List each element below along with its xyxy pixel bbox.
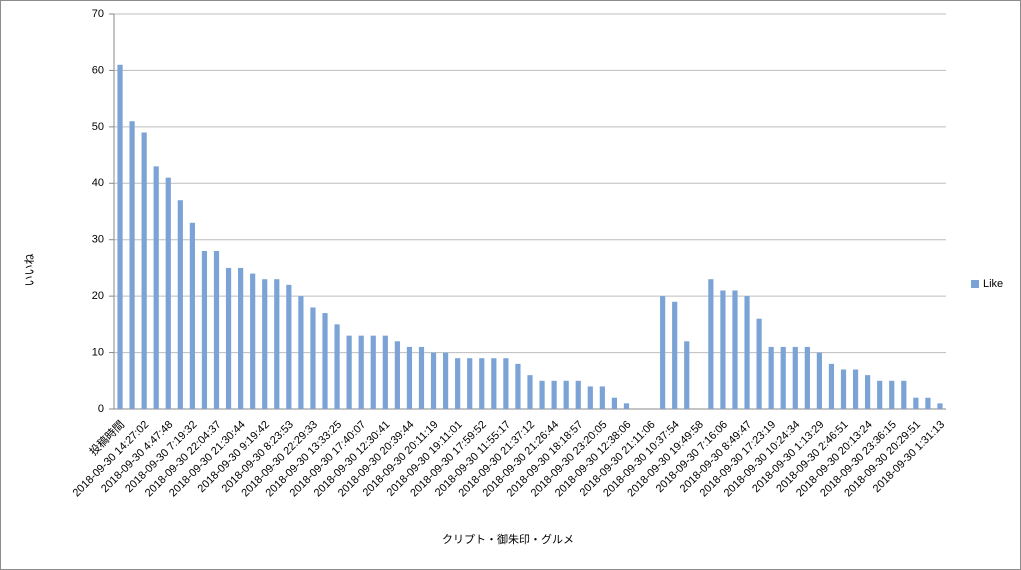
bar (382, 335, 388, 409)
bar (430, 352, 437, 409)
bar (358, 335, 364, 409)
bar (262, 279, 268, 409)
bar (442, 352, 449, 409)
y-tick-label: 70 (92, 8, 104, 20)
bar (129, 121, 135, 409)
bar (539, 380, 545, 409)
bar (756, 318, 762, 409)
bar (370, 335, 376, 409)
bar (937, 403, 943, 409)
bar (708, 279, 714, 409)
bar (852, 369, 859, 409)
bar (611, 397, 618, 409)
bar (177, 200, 183, 409)
bar (780, 346, 786, 409)
bar (418, 346, 425, 409)
bar (213, 251, 220, 409)
x-axis-title: クリプト・御朱印・グルメ (442, 532, 574, 546)
bar (238, 267, 244, 409)
bar (201, 251, 208, 409)
bar (455, 358, 461, 409)
y-tick-label: 10 (92, 346, 104, 358)
bar (599, 386, 605, 409)
bar (117, 64, 123, 410)
bar (925, 397, 931, 409)
y-tick-label: 50 (92, 121, 104, 133)
bar (334, 324, 340, 409)
bar (587, 386, 593, 409)
y-tick-label: 30 (92, 234, 104, 246)
bar (298, 296, 304, 409)
bar (623, 403, 630, 409)
bar (310, 307, 316, 409)
bar (394, 341, 400, 409)
bar (732, 290, 738, 409)
bar (250, 273, 256, 409)
bar (479, 358, 485, 409)
bar (720, 290, 726, 409)
y-tick-label: 40 (92, 177, 104, 189)
y-tick-label: 0 (98, 403, 104, 415)
bar (225, 267, 232, 409)
bar (901, 380, 907, 409)
legend-swatch (971, 280, 979, 288)
bar (274, 279, 280, 409)
bar (865, 375, 871, 409)
bar (877, 380, 883, 409)
bar (684, 341, 690, 409)
bar (744, 296, 750, 409)
bar (889, 380, 895, 409)
bar (913, 397, 919, 409)
bar (322, 313, 328, 409)
bar (346, 335, 352, 409)
legend-label: Like (983, 278, 1003, 290)
bar (816, 352, 822, 409)
y-axis-title: いいね (23, 254, 36, 287)
bar (840, 369, 847, 409)
bar (792, 346, 798, 409)
y-tick-label: 20 (92, 290, 104, 302)
bar (768, 346, 774, 409)
bar (165, 177, 171, 409)
bar (575, 380, 581, 409)
bar (828, 363, 835, 409)
y-tick-label: 60 (92, 64, 104, 76)
bar (515, 363, 521, 409)
bar (141, 132, 147, 409)
bar (491, 358, 497, 409)
bar (467, 358, 473, 409)
bar (563, 380, 569, 409)
bar (503, 358, 509, 409)
bar (672, 301, 678, 409)
bar (527, 375, 533, 409)
bar (551, 380, 557, 409)
bar (189, 222, 195, 409)
bar (153, 166, 159, 409)
bar (406, 346, 413, 409)
bar (660, 296, 666, 409)
bar (804, 346, 810, 409)
bar (286, 284, 292, 409)
